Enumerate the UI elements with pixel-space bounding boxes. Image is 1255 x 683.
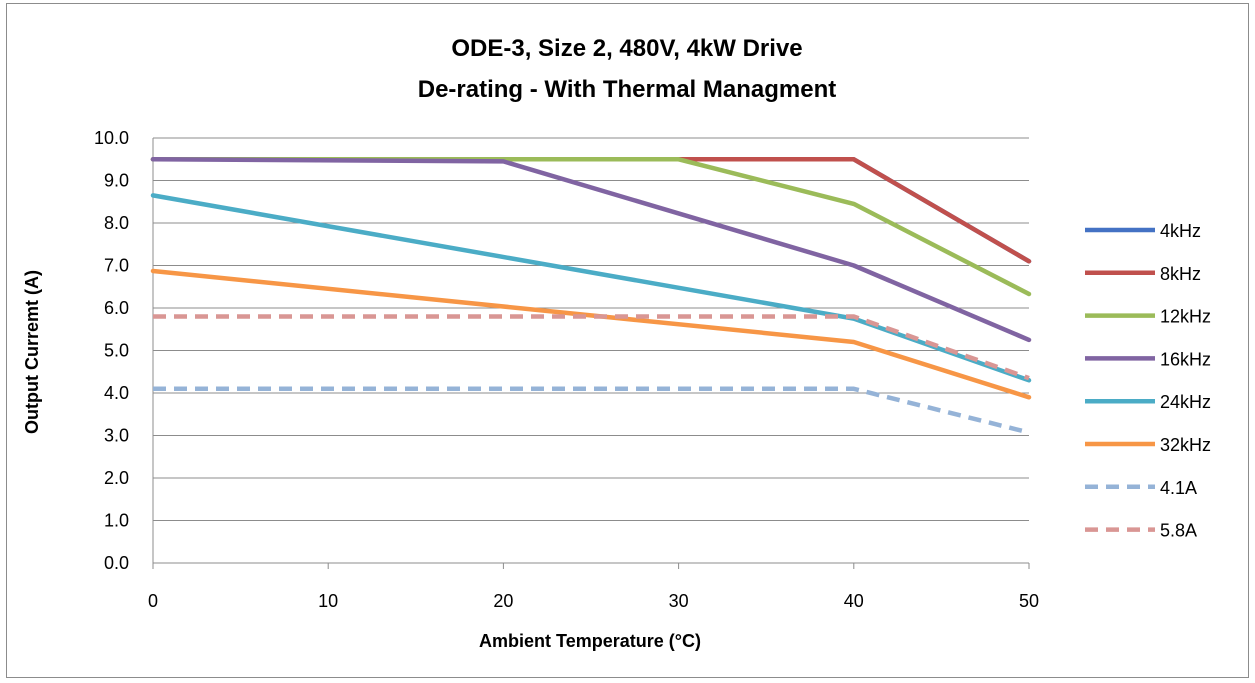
y-axis-ticks: 0.0 1.0 2.0 3.0 4.0 5.0 6.0 7.0 8.0 9.0 10.0 [94, 128, 129, 573]
chart-title-line-1: ODE-3, Size 2, 480V, 4kW Drive [451, 35, 802, 62]
y-tick-label: 4.0 [104, 383, 129, 403]
y-tick-label: 1.0 [104, 511, 129, 531]
y-tick-label: 0.0 [104, 553, 129, 573]
legend-label: 8kHz [1160, 264, 1201, 284]
x-axis-ticks: 0 10 20 30 40 50 [148, 591, 1039, 611]
series-line-5-8a [153, 314, 1030, 381]
y-tick-label: 8.0 [104, 213, 129, 233]
series-lines [150, 157, 1032, 435]
legend: 4kHz 8kHz 12kHz 16kHz 24kHz 32kHz 4.1A 5.8A [1085, 221, 1211, 541]
legend-label: 24kHz [1160, 392, 1211, 412]
x-axis-label: Ambient Temperature (°C) [479, 631, 701, 651]
x-tick-label: 50 [1019, 591, 1039, 611]
y-tick-label: 3.0 [104, 426, 129, 446]
y-tick-label: 10.0 [94, 128, 129, 148]
y-tick-label: 6.0 [104, 298, 129, 318]
y-tick-label: 9.0 [104, 171, 129, 191]
legend-label: 32kHz [1160, 435, 1211, 455]
y-tick-label: 2.0 [104, 468, 129, 488]
x-tick-label: 20 [493, 591, 513, 611]
legend-label: 16kHz [1160, 349, 1211, 369]
legend-label: 4kHz [1160, 221, 1201, 241]
x-tick-label: 30 [669, 591, 689, 611]
y-tick-label: 5.0 [104, 341, 129, 361]
series-line-4-1a [153, 386, 1030, 435]
y-axis-label: Output Curremt (A) [22, 270, 42, 434]
y-tick-label: 7.0 [104, 256, 129, 276]
legend-label: 4.1A [1160, 478, 1197, 498]
legend-label: 5.8A [1160, 521, 1197, 541]
series-line-8khz [150, 157, 1032, 264]
series-line-32khz [150, 268, 1032, 400]
legend-label: 12kHz [1160, 307, 1211, 327]
series-line-16khz [150, 157, 1032, 343]
x-tick-label: 0 [148, 591, 158, 611]
x-tick-label: 10 [318, 591, 338, 611]
x-tick-label: 40 [844, 591, 864, 611]
chart-title-line-2: De-rating - With Thermal Managment [418, 76, 836, 103]
series-line-4khz [150, 157, 1032, 264]
chart-frame [6, 3, 1249, 678]
